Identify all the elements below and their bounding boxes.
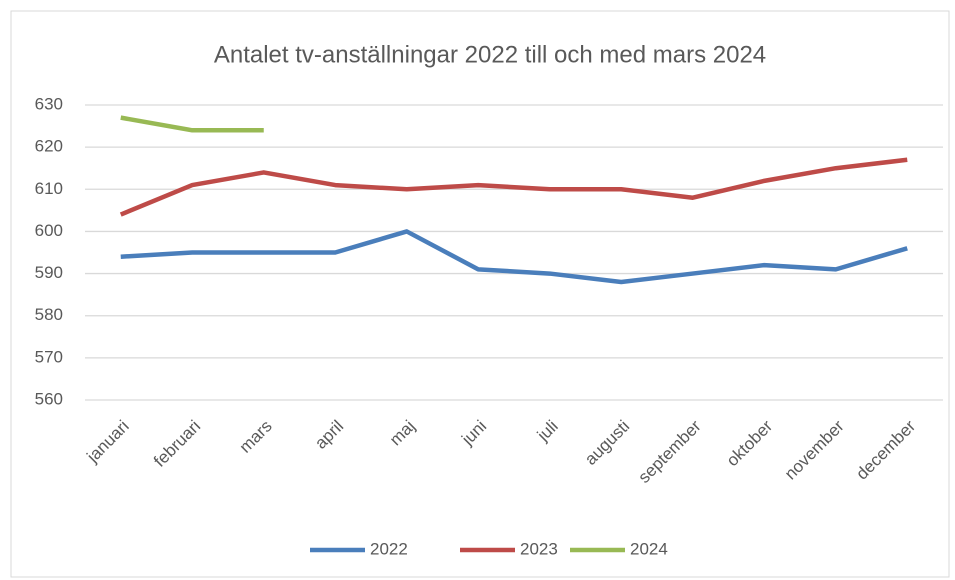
chart-border <box>10 10 950 578</box>
y-tick-label: 600 <box>35 221 63 240</box>
chart-title: Antalet tv-anställningar 2022 till och m… <box>214 41 766 68</box>
line-series <box>120 115 264 133</box>
y-tick-label: 630 <box>35 94 63 113</box>
line-series <box>119 157 908 217</box>
y-tick-label: 570 <box>35 347 63 366</box>
legend-label: 2024 <box>630 539 668 558</box>
y-tick-label: 560 <box>35 389 63 408</box>
legend-label: 2023 <box>520 539 558 558</box>
y-tick-label: 580 <box>35 305 63 324</box>
y-tick-label: 610 <box>35 179 63 198</box>
y-tick-label: 590 <box>35 263 63 282</box>
line-series <box>120 229 908 285</box>
y-tick-label: 620 <box>35 137 63 156</box>
legend-label: 2022 <box>370 539 408 558</box>
